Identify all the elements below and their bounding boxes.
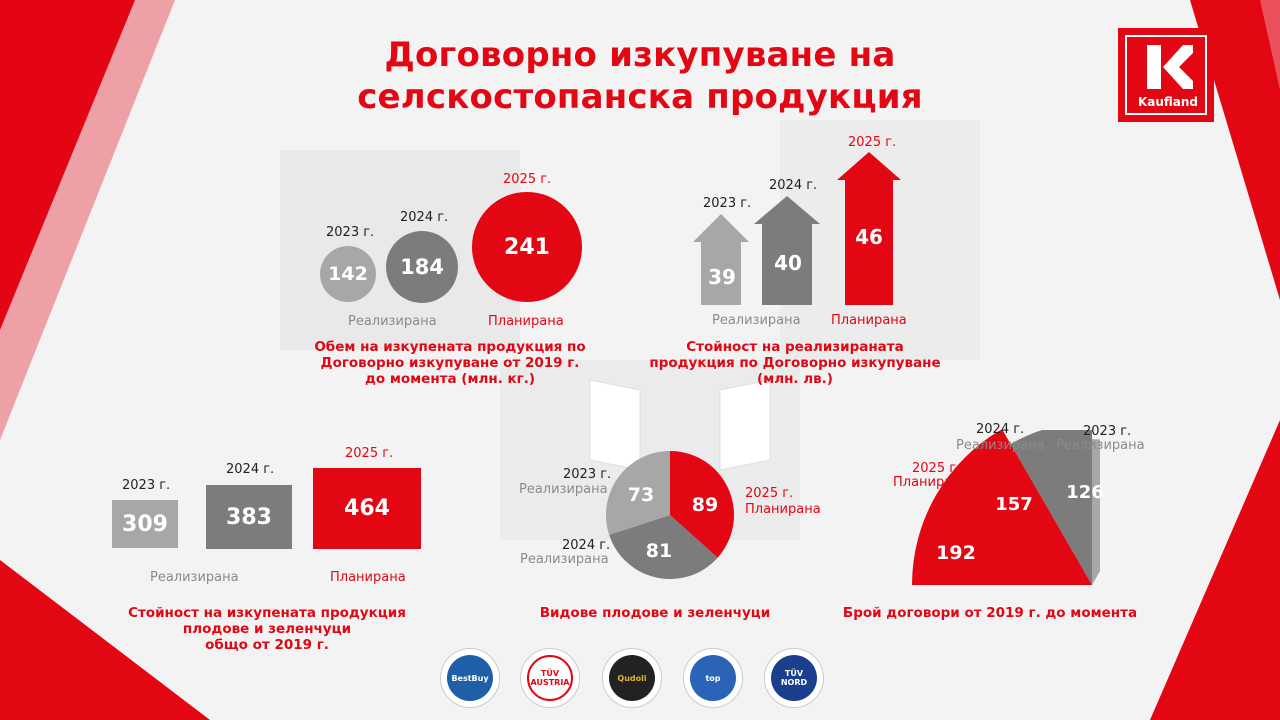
- tuv-austria-badge: TÜV AUSTRIA: [520, 648, 580, 708]
- fv-caption-line-1: Стойност на изкупената продукция: [128, 605, 406, 621]
- value-caption: Стойност на реализираната продукция по Д…: [640, 339, 950, 387]
- value-status-realized: Реализирана: [712, 313, 801, 328]
- kinds-year-2023: 2023 г.: [563, 467, 612, 482]
- volume-year-2025: 2025 г.: [503, 172, 552, 187]
- kinds-label-2023: 73: [627, 484, 655, 506]
- tuv-nord-badge: TÜV NORD: [764, 648, 824, 708]
- volume-caption-line-1: Обем на изкупената продукция по: [314, 339, 586, 355]
- kinds-status-2025: Планирана: [745, 502, 821, 517]
- fv-box-2025: 464: [313, 468, 421, 549]
- volume-year-2023: 2023 г.: [326, 225, 375, 240]
- kinds-label-2025: 89: [691, 494, 719, 516]
- contracts-label-2025: 192: [936, 542, 976, 564]
- value-arrows: [693, 152, 901, 305]
- fv-caption: Стойност на изкупената продукция плодове…: [112, 605, 422, 653]
- kinds-slice-2023: [606, 451, 670, 535]
- contracts-caption: Брой договори от 2019 г. до момента: [842, 605, 1138, 621]
- kinds-label-2024: 81: [645, 540, 673, 562]
- kaufland-logo: Kaufland: [1118, 28, 1214, 122]
- fv-year-2023: 2023 г.: [122, 478, 171, 493]
- value-label-2024: 40: [774, 251, 802, 275]
- value-arrow-2023: [693, 214, 749, 305]
- kinds-slice-2024: [609, 515, 718, 579]
- fv-year-2024: 2024 г.: [226, 462, 275, 477]
- fv-box-2023: 309: [112, 500, 178, 548]
- value-caption-line-1: Стойност на реализираната: [686, 339, 904, 355]
- value-status-planned: Планирана: [831, 313, 907, 328]
- contracts-label-2024: 157: [995, 494, 1033, 515]
- value-label-2025: 46: [855, 225, 883, 249]
- kinds-pie: [606, 451, 734, 579]
- value-caption-line-2: продукция по Договорно изкупуване: [649, 355, 941, 371]
- kaufland-k-icon: [1147, 45, 1193, 89]
- contracts-sector-2023: [1092, 439, 1100, 585]
- bestbuy-award-badge: BestBuy: [440, 648, 500, 708]
- volume-status-realized: Реализирана: [348, 314, 437, 329]
- volume-bubble-2024: 184: [386, 231, 458, 303]
- volume-year-2024: 2024 г.: [400, 210, 449, 225]
- top-employer-badge: top: [683, 648, 743, 708]
- value-caption-line-3: (млн. лв.): [757, 371, 833, 387]
- volume-status-planned: Планирана: [488, 314, 564, 329]
- value-arrow-2025: [837, 152, 901, 305]
- fv-box-2024: 383: [206, 485, 292, 549]
- fv-caption-line-3: общо от 2019 г.: [205, 637, 329, 653]
- contracts-year-2024: 2024 г.: [976, 422, 1025, 437]
- kinds-year-2024: 2024 г.: [562, 538, 611, 553]
- contracts-fan: [912, 430, 1100, 585]
- volume-caption-line-3: до момента (млн. кг.): [364, 371, 536, 387]
- bestbuy-award-text: BestBuy: [447, 655, 493, 701]
- value-year-2025: 2025 г.: [848, 135, 897, 150]
- logo-text: Kaufland: [1137, 95, 1199, 109]
- tuv-austria-text: TÜV AUSTRIA: [527, 655, 573, 701]
- volume-bubble-2025: 241: [472, 192, 582, 302]
- kinds-caption: Видове плодове и зеленчуци: [539, 605, 771, 621]
- contracts-status-2024: Реализирана: [956, 438, 1045, 453]
- page-title: Договорно изкупуване на селскостопанска …: [300, 34, 980, 118]
- kinds-slice-2025: [670, 451, 734, 558]
- tuv-nord-text: TÜV NORD: [771, 655, 817, 701]
- contracts-sector-2024: [1010, 430, 1092, 585]
- contracts-status-2023: Реализирана: [1056, 438, 1145, 453]
- contracts-label-2023: 126: [1066, 482, 1104, 503]
- contracts-status-2025: Планирана: [893, 475, 969, 490]
- contracts-year-2023: 2023 г.: [1083, 424, 1132, 439]
- kinds-year-2025: 2025 г.: [745, 486, 794, 501]
- contracts-sector-2025: [912, 430, 1092, 585]
- top-employer-text: top: [690, 655, 736, 701]
- title-line-1: Договорно изкупуване на: [384, 35, 896, 75]
- value-year-2023: 2023 г.: [703, 196, 752, 211]
- kinds-status-2023: Реализирана: [519, 482, 608, 497]
- contracts-year-2025: 2025 г.: [912, 461, 961, 476]
- title-line-2: селскостопанска продукция: [357, 77, 923, 117]
- fv-status-planned: Планирана: [330, 570, 406, 585]
- value-label-2023: 39: [708, 265, 736, 289]
- kinds-status-2024: Реализирана: [520, 552, 609, 567]
- fv-year-2025: 2025 г.: [345, 446, 394, 461]
- volume-caption: Обем на изкупената продукция по Договорн…: [300, 339, 600, 387]
- fv-caption-line-2: плодове и зеленчуци: [182, 621, 352, 637]
- value-year-2024: 2024 г.: [769, 178, 818, 193]
- value-arrow-2024: [754, 196, 820, 305]
- volume-bubble-2023: 142: [320, 246, 376, 302]
- quality-label-text: Qudoli: [609, 655, 655, 701]
- volume-caption-line-2: Договорно изкупуване от 2019 г.: [320, 355, 580, 371]
- fv-status-realized: Реализирана: [150, 570, 239, 585]
- quality-label-badge: Qudoli: [602, 648, 662, 708]
